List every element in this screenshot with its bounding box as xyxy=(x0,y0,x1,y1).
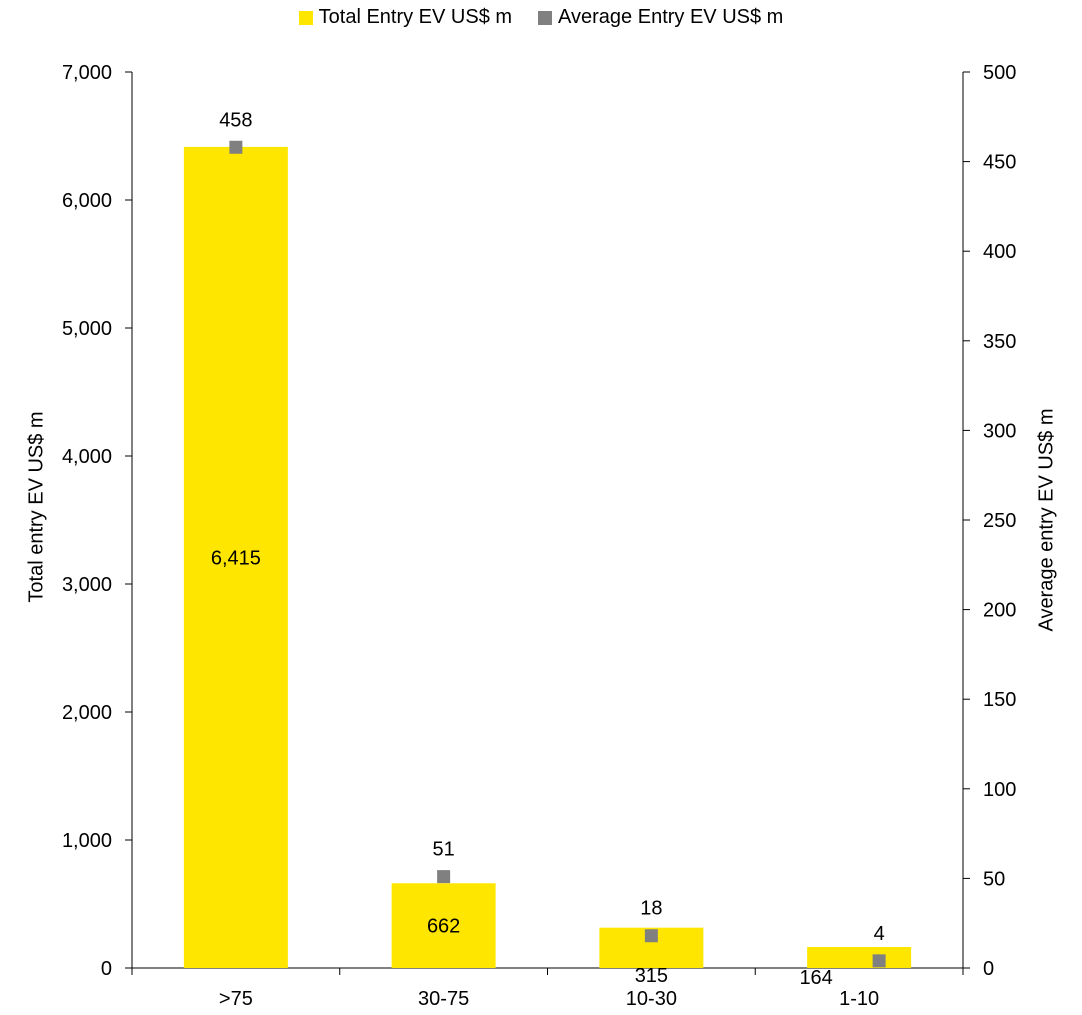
legend: Total Entry EV US$ m Average Entry EV US… xyxy=(0,6,1082,29)
average-marker xyxy=(229,140,243,154)
y-tick-label-right: 250 xyxy=(983,510,1016,532)
x-tick-label: >75 xyxy=(219,988,253,1010)
y-tick-label-right: 300 xyxy=(983,420,1016,442)
average-data-label: 51 xyxy=(433,839,455,861)
legend-swatch-average xyxy=(538,10,553,25)
y-tick-label-right: 100 xyxy=(983,779,1016,801)
bar xyxy=(807,947,912,968)
legend-item-total: Total Entry EV US$ m xyxy=(298,6,513,29)
average-data-label: 4 xyxy=(874,923,885,945)
legend-label-total: Total Entry EV US$ m xyxy=(318,6,513,28)
y-tick-label-left: 0 xyxy=(101,958,112,980)
y-tick-label-left: 5,000 xyxy=(62,318,112,340)
average-data-label: 18 xyxy=(640,898,662,920)
legend-item-average: Average Entry EV US$ m xyxy=(538,6,783,29)
y-tick-label-left: 7,000 xyxy=(62,62,112,84)
y-tick-label-right: 50 xyxy=(983,868,1005,890)
y-tick-label-right: 350 xyxy=(983,331,1016,353)
average-marker xyxy=(872,954,886,968)
bar xyxy=(183,146,288,968)
average-marker xyxy=(644,929,658,943)
y-tick-label-right: 200 xyxy=(983,600,1016,622)
y-tick-label-left: 4,000 xyxy=(62,446,112,468)
x-tick-label: 30-75 xyxy=(418,988,469,1010)
y-tick-label-right: 450 xyxy=(983,152,1016,174)
x-tick-label: 10-30 xyxy=(626,988,677,1010)
y-tick-label-right: 400 xyxy=(983,241,1016,263)
y-tick-label-right: 0 xyxy=(983,958,994,980)
y-tick-label-left: 6,000 xyxy=(62,190,112,212)
bar xyxy=(391,883,496,968)
bar-data-label: 6,415 xyxy=(211,547,261,569)
average-marker xyxy=(437,870,451,884)
x-tick-label: 1-10 xyxy=(839,988,879,1010)
bar-data-label: 164 xyxy=(799,967,832,989)
bar-data-label: 662 xyxy=(427,916,460,938)
legend-label-average: Average Entry EV US$ m xyxy=(558,6,784,28)
y-tick-label-left: 1,000 xyxy=(62,830,112,852)
y-tick-label-left: 3,000 xyxy=(62,574,112,596)
y-tick-label-left: 2,000 xyxy=(62,702,112,724)
y-tick-label-right: 150 xyxy=(983,689,1016,711)
bar-data-label: 315 xyxy=(635,965,668,987)
legend-swatch-total xyxy=(298,10,313,25)
average-data-label: 458 xyxy=(219,109,252,131)
y-tick-label-right: 500 xyxy=(983,62,1016,84)
